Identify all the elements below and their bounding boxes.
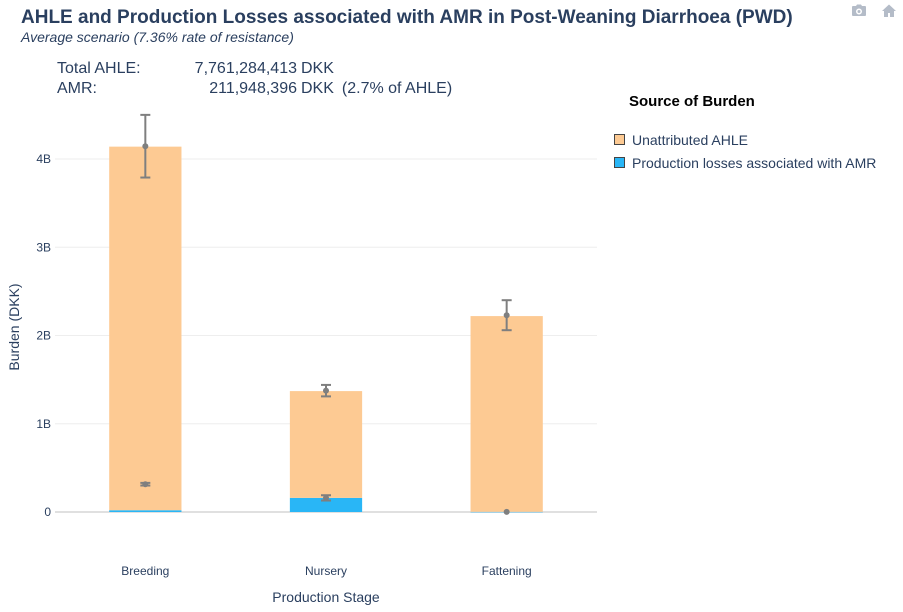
x-tick-label-1: Nursery: [305, 564, 347, 578]
camera-icon[interactable]: [851, 3, 867, 19]
x-tick-label-0: Breeding: [121, 564, 169, 578]
bars: [109, 146, 543, 513]
bar-series1-fattening: [470, 316, 543, 512]
y-axis-ticks: 0 1B 2B 3B 4B: [36, 152, 51, 519]
legend-title: Source of Burden: [629, 93, 755, 110]
amr-percent: (2.7% of AHLE): [341, 80, 453, 97]
y-tick-label-0: 0: [44, 505, 51, 519]
total-ahle-label: Total AHLE:: [57, 60, 141, 77]
bar-series0-nursery: [289, 497, 363, 512]
legend: Source of Burden Unattributed AHLE Produ…: [614, 93, 876, 174]
error-point-1-breeding: [142, 143, 149, 150]
error-point-1-fattening: [503, 312, 510, 319]
chart-subtitle: Average scenario (7.36% rate of resistan…: [21, 29, 294, 45]
y-axis-title: Burden (DKK): [6, 283, 22, 370]
error-point-0-nursery: [323, 494, 329, 501]
y-tick-label-4: 4B: [36, 152, 51, 166]
error-bars: [140, 113, 512, 515]
amr-value: 211,948,396: [209, 80, 297, 97]
home-icon[interactable]: [881, 3, 897, 19]
total-ahle-row: Total AHLE: 7,761,284,413 DKK: [57, 60, 452, 80]
error-point-0-breeding: [142, 481, 149, 488]
legend-item-amr[interactable]: Production losses associated with AMR: [614, 151, 876, 174]
summary-box: Total AHLE: 7,761,284,413 DKK AMR: 211,948,…: [57, 60, 452, 100]
x-axis-ticks: Breeding Nursery Fattening: [121, 564, 531, 578]
bar-series1-nursery: [289, 391, 363, 498]
amr-unit: DKK: [301, 80, 334, 97]
bar-series0-breeding: [109, 510, 182, 512]
legend-label-unattributed: Unattributed AHLE: [632, 131, 748, 148]
legend-label-amr: Production losses associated with AMR: [632, 154, 877, 171]
y-tick-label-2: 2B: [36, 329, 51, 343]
error-point-0-fattening: [503, 508, 510, 515]
amr-label: AMR:: [57, 80, 97, 97]
modebar: [851, 3, 897, 19]
bar-series1-breeding: [109, 146, 182, 511]
y-tick-label-1: 1B: [36, 417, 51, 431]
amr-row: AMR: 211,948,396 DKK (2.7% of AHLE): [57, 80, 452, 100]
y-tick-label-3: 3B: [36, 240, 51, 254]
chart-title: AHLE and Production Losses associated wi…: [21, 7, 793, 28]
x-tick-label-2: Fattening: [482, 564, 532, 578]
legend-swatch-unattributed: [614, 134, 625, 145]
x-axis-title: Production Stage: [272, 589, 380, 605]
error-point-1-nursery: [323, 387, 329, 394]
total-ahle-value: 7,761,284,413: [194, 60, 297, 77]
total-ahle-unit: DKK: [301, 60, 334, 77]
legend-item-unattributed[interactable]: Unattributed AHLE: [614, 128, 876, 151]
legend-swatch-amr: [614, 157, 625, 168]
